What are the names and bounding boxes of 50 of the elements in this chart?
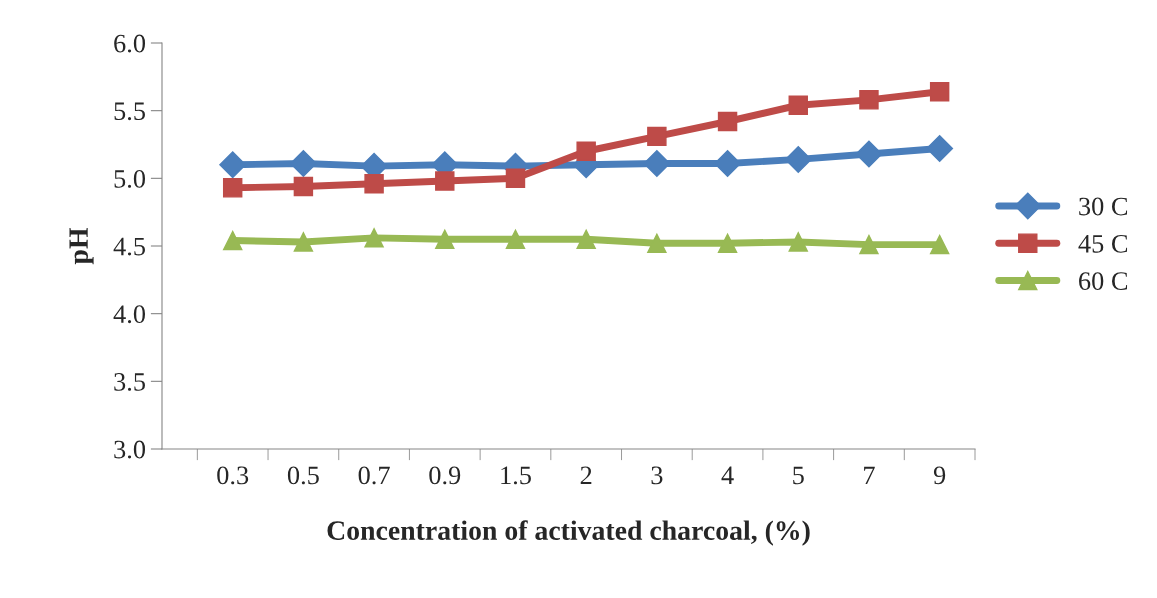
point xyxy=(435,229,455,249)
point xyxy=(929,234,950,255)
point xyxy=(576,229,596,249)
y-tick-label: 3.5 xyxy=(114,373,145,391)
point xyxy=(929,81,950,102)
x-tick-label: 5 xyxy=(793,466,804,485)
legend-label: 45 C xyxy=(1078,234,1128,253)
point xyxy=(505,229,526,249)
point xyxy=(505,168,526,189)
point xyxy=(647,233,667,254)
point xyxy=(222,230,243,251)
y-tick-label: 4.5 xyxy=(113,237,145,256)
point xyxy=(717,233,738,254)
legend-label: 30 C xyxy=(1079,197,1128,216)
point xyxy=(293,176,314,197)
x-tick-label: 7 xyxy=(864,466,875,484)
x-tick-label: 3 xyxy=(651,466,663,485)
point xyxy=(788,95,808,115)
x-tick-label: 1.5 xyxy=(501,466,531,485)
x-tick-label: 0.5 xyxy=(287,466,319,485)
point xyxy=(289,149,317,177)
x-tick-label: 4 xyxy=(721,466,734,484)
point xyxy=(784,145,812,173)
y-tick-label: 3.0 xyxy=(114,440,146,459)
y-tick-label: 5.0 xyxy=(114,169,146,188)
point xyxy=(576,141,596,161)
x-tick-label: 9 xyxy=(933,466,946,485)
y-tick-label: 5.5 xyxy=(114,102,145,121)
point xyxy=(293,232,314,252)
point xyxy=(714,149,742,177)
x-tick-label: 2 xyxy=(580,466,592,484)
point xyxy=(926,135,954,163)
point xyxy=(788,232,808,252)
x-tick-label: 0.9 xyxy=(429,466,461,485)
point xyxy=(364,228,384,248)
point xyxy=(647,126,667,147)
point xyxy=(364,174,384,194)
x-axis-title: Concentration of activated charcoal, (%) xyxy=(327,520,810,546)
y-tick-label: 4.0 xyxy=(113,305,146,324)
x-tick-label: 0.3 xyxy=(217,466,249,485)
legend-label: 60 C xyxy=(1079,272,1128,290)
y-tick-label: 6.0 xyxy=(114,34,146,53)
point xyxy=(222,178,243,198)
point xyxy=(859,234,879,255)
point xyxy=(717,111,738,132)
point xyxy=(859,90,879,110)
y-axis-title: pH xyxy=(69,227,94,265)
point xyxy=(435,171,455,191)
x-tick-label: 0.7 xyxy=(358,466,390,485)
point xyxy=(855,140,883,168)
